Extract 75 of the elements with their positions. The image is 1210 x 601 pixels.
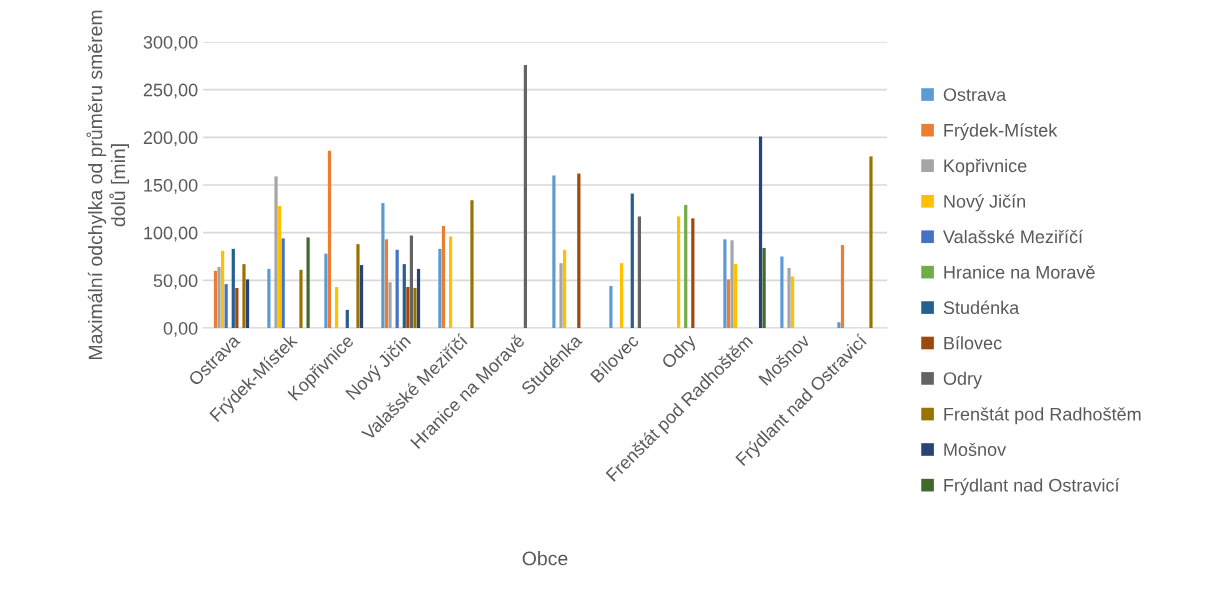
bar bbox=[684, 205, 688, 328]
bar bbox=[676, 216, 681, 328]
bar bbox=[409, 235, 414, 328]
bar bbox=[790, 276, 795, 328]
bar bbox=[733, 264, 738, 328]
bar bbox=[837, 322, 841, 328]
bar bbox=[299, 269, 303, 328]
bar bbox=[758, 136, 763, 328]
bar bbox=[384, 239, 389, 328]
y-tick-label: 100,00 bbox=[144, 226, 198, 242]
bar bbox=[691, 218, 695, 328]
bar bbox=[869, 156, 873, 328]
y-tick-label: 0,00 bbox=[163, 321, 198, 337]
bar bbox=[359, 265, 364, 328]
bar bbox=[637, 216, 642, 328]
bar bbox=[552, 175, 556, 328]
bar bbox=[267, 268, 271, 328]
bar bbox=[441, 225, 446, 328]
bar bbox=[242, 264, 246, 328]
bar bbox=[217, 266, 221, 328]
bar bbox=[402, 264, 406, 328]
bar bbox=[388, 282, 392, 328]
bar bbox=[438, 248, 442, 328]
bar bbox=[334, 287, 339, 328]
bar bbox=[730, 240, 734, 328]
bar bbox=[762, 247, 766, 328]
bar bbox=[345, 309, 349, 328]
bar bbox=[448, 236, 453, 328]
bar bbox=[324, 253, 328, 328]
bar bbox=[413, 287, 417, 328]
legend-label: Frýdek-Místek bbox=[944, 123, 1058, 141]
bar bbox=[630, 193, 634, 328]
legend-label: Kopřivnice bbox=[944, 158, 1027, 176]
bar bbox=[406, 287, 410, 328]
legend-label: Hranice na Moravě bbox=[944, 265, 1095, 279]
bar bbox=[609, 286, 613, 328]
bar bbox=[220, 250, 225, 328]
bar bbox=[619, 263, 624, 328]
y-tick-label: 200,00 bbox=[143, 131, 198, 147]
bar bbox=[381, 203, 385, 328]
legend-label: Valašské Meziříčí bbox=[943, 229, 1083, 244]
bar bbox=[306, 237, 310, 328]
bar bbox=[231, 248, 235, 328]
y-tick-label: 150,00 bbox=[144, 178, 198, 194]
bar bbox=[577, 173, 581, 328]
bar bbox=[213, 270, 218, 328]
bar bbox=[726, 279, 731, 328]
x-axis-title: Obce bbox=[522, 551, 568, 566]
bar bbox=[245, 279, 250, 328]
bar bbox=[470, 200, 474, 328]
legend-label: Mošnov bbox=[944, 442, 1007, 456]
legend-label: Ostrava bbox=[943, 88, 1007, 102]
legend-label: Studénka bbox=[943, 300, 1020, 315]
y-axis-title: Maximální odchylka od průměru směrem dolů [min] bbox=[86, 10, 130, 359]
bar bbox=[327, 150, 332, 328]
y-tick-label: 300,00 bbox=[143, 35, 198, 51]
bar bbox=[356, 244, 360, 328]
bar bbox=[559, 263, 563, 328]
bar bbox=[281, 238, 285, 328]
bar bbox=[787, 267, 791, 328]
bar bbox=[723, 239, 727, 328]
bar bbox=[224, 284, 228, 328]
y-tick-label: 250,00 bbox=[143, 83, 198, 99]
bar bbox=[235, 287, 239, 328]
legend-label: Nový Jičín bbox=[944, 194, 1026, 212]
bar bbox=[274, 176, 278, 328]
bar bbox=[523, 64, 528, 328]
bar bbox=[780, 256, 784, 328]
bar bbox=[395, 249, 399, 328]
y-tick-label: 50,00 bbox=[153, 274, 198, 290]
bar bbox=[840, 245, 845, 328]
bar bbox=[416, 268, 421, 328]
bar bbox=[562, 249, 567, 328]
legend-label: Frýdlant nad Ostravicí bbox=[944, 478, 1120, 496]
bar bbox=[277, 205, 282, 328]
